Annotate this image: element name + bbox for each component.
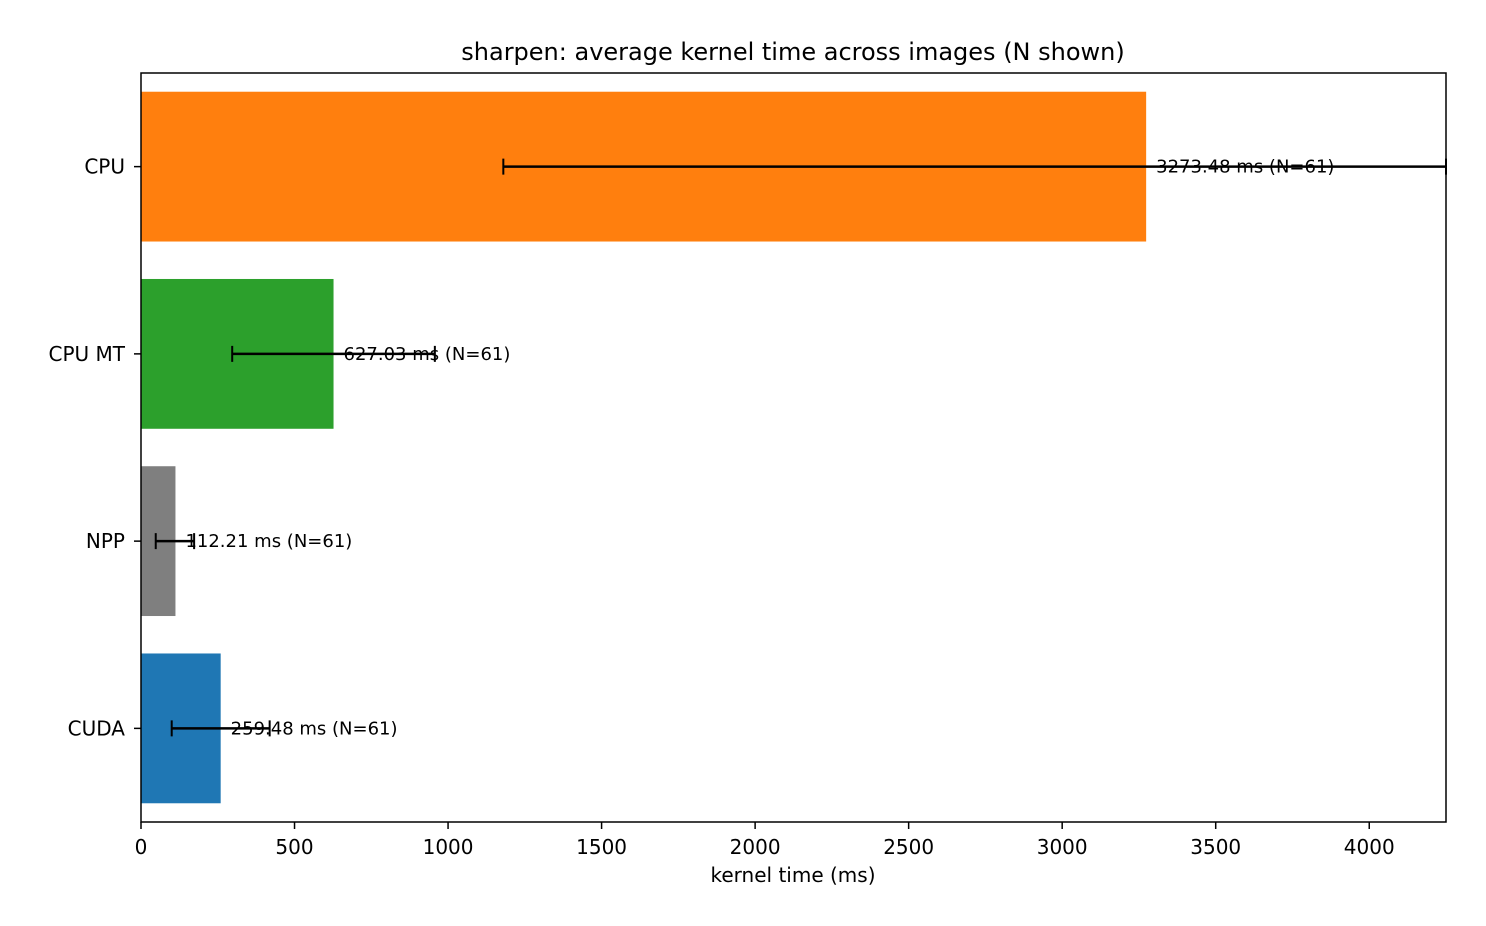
x-tick-label-2500: 2500 bbox=[883, 835, 934, 859]
x-tick-label-1000: 1000 bbox=[423, 835, 474, 859]
data-labels-layer: 3273.48 ms (N=61) 627.03 ms (N=61) 112.21 … bbox=[185, 157, 1334, 740]
data-label-cpu-mt: 627.03 ms (N=61) bbox=[344, 344, 511, 365]
data-label-cpu: 3273.48 ms (N=61) bbox=[1156, 157, 1334, 178]
x-tick-label-0: 0 bbox=[135, 835, 148, 859]
error-bars-layer bbox=[154, 158, 1447, 737]
x-tick-label-1500: 1500 bbox=[576, 835, 627, 859]
x-axis-label: kernel time (ms) bbox=[711, 863, 876, 887]
y-tick-label-npp: NPP bbox=[86, 529, 125, 553]
x-tick-label-4000: 4000 bbox=[1344, 835, 1395, 859]
x-tick-label-2000: 2000 bbox=[730, 835, 781, 859]
x-tick-label-3000: 3000 bbox=[1037, 835, 1088, 859]
y-tick-label-cpu-mt: CPU MT bbox=[49, 342, 126, 366]
data-label-cuda: 259.48 ms (N=61) bbox=[231, 718, 398, 739]
x-axis: 0 500 1000 1500 2000 2500 3000 3500 4000 bbox=[135, 822, 1395, 859]
plot-frame bbox=[140, 72, 1447, 823]
x-tick-label-3500: 3500 bbox=[1190, 835, 1241, 859]
y-axis: CPU CPU MT NPP CUDA bbox=[49, 155, 141, 740]
x-tick-label-500: 500 bbox=[275, 835, 313, 859]
data-label-npp: 112.21 ms (N=61) bbox=[185, 531, 352, 552]
y-tick-label-cpu: CPU bbox=[84, 155, 125, 179]
bars-layer bbox=[141, 91, 1147, 804]
chart-title: sharpen: average kernel time across imag… bbox=[461, 38, 1124, 66]
y-tick-label-cuda: CUDA bbox=[68, 716, 126, 740]
